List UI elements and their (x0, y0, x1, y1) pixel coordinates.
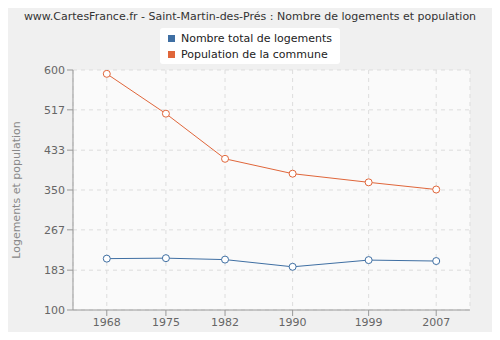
svg-text:100: 100 (44, 304, 65, 317)
svg-text:517: 517 (44, 104, 65, 117)
svg-text:1968: 1968 (93, 316, 121, 329)
html-text:Population de la commune: Population de la commune (180, 47, 328, 61)
svg-text:1990: 1990 (279, 316, 307, 329)
svg-text:183: 183 (44, 264, 65, 277)
svg-text:433: 433 (44, 144, 65, 157)
svg-text:2007: 2007 (422, 316, 450, 329)
svg-text:350: 350 (44, 184, 65, 197)
svg-text:600: 600 (44, 64, 65, 77)
svg-text:1975: 1975 (152, 316, 180, 329)
svg-text:1982: 1982 (211, 316, 239, 329)
svg-text:Logements et population: Logements et population (10, 121, 23, 259)
html-text:Nombre total de logements: Nombre total de logements (180, 31, 333, 45)
html-text:www.CartesFrance.fr - Saint-Ma: www.CartesFrance.fr - Saint-Martin-des-P… (23, 10, 477, 23)
svg-text:267: 267 (44, 224, 65, 237)
svg-text:1999: 1999 (355, 316, 383, 329)
